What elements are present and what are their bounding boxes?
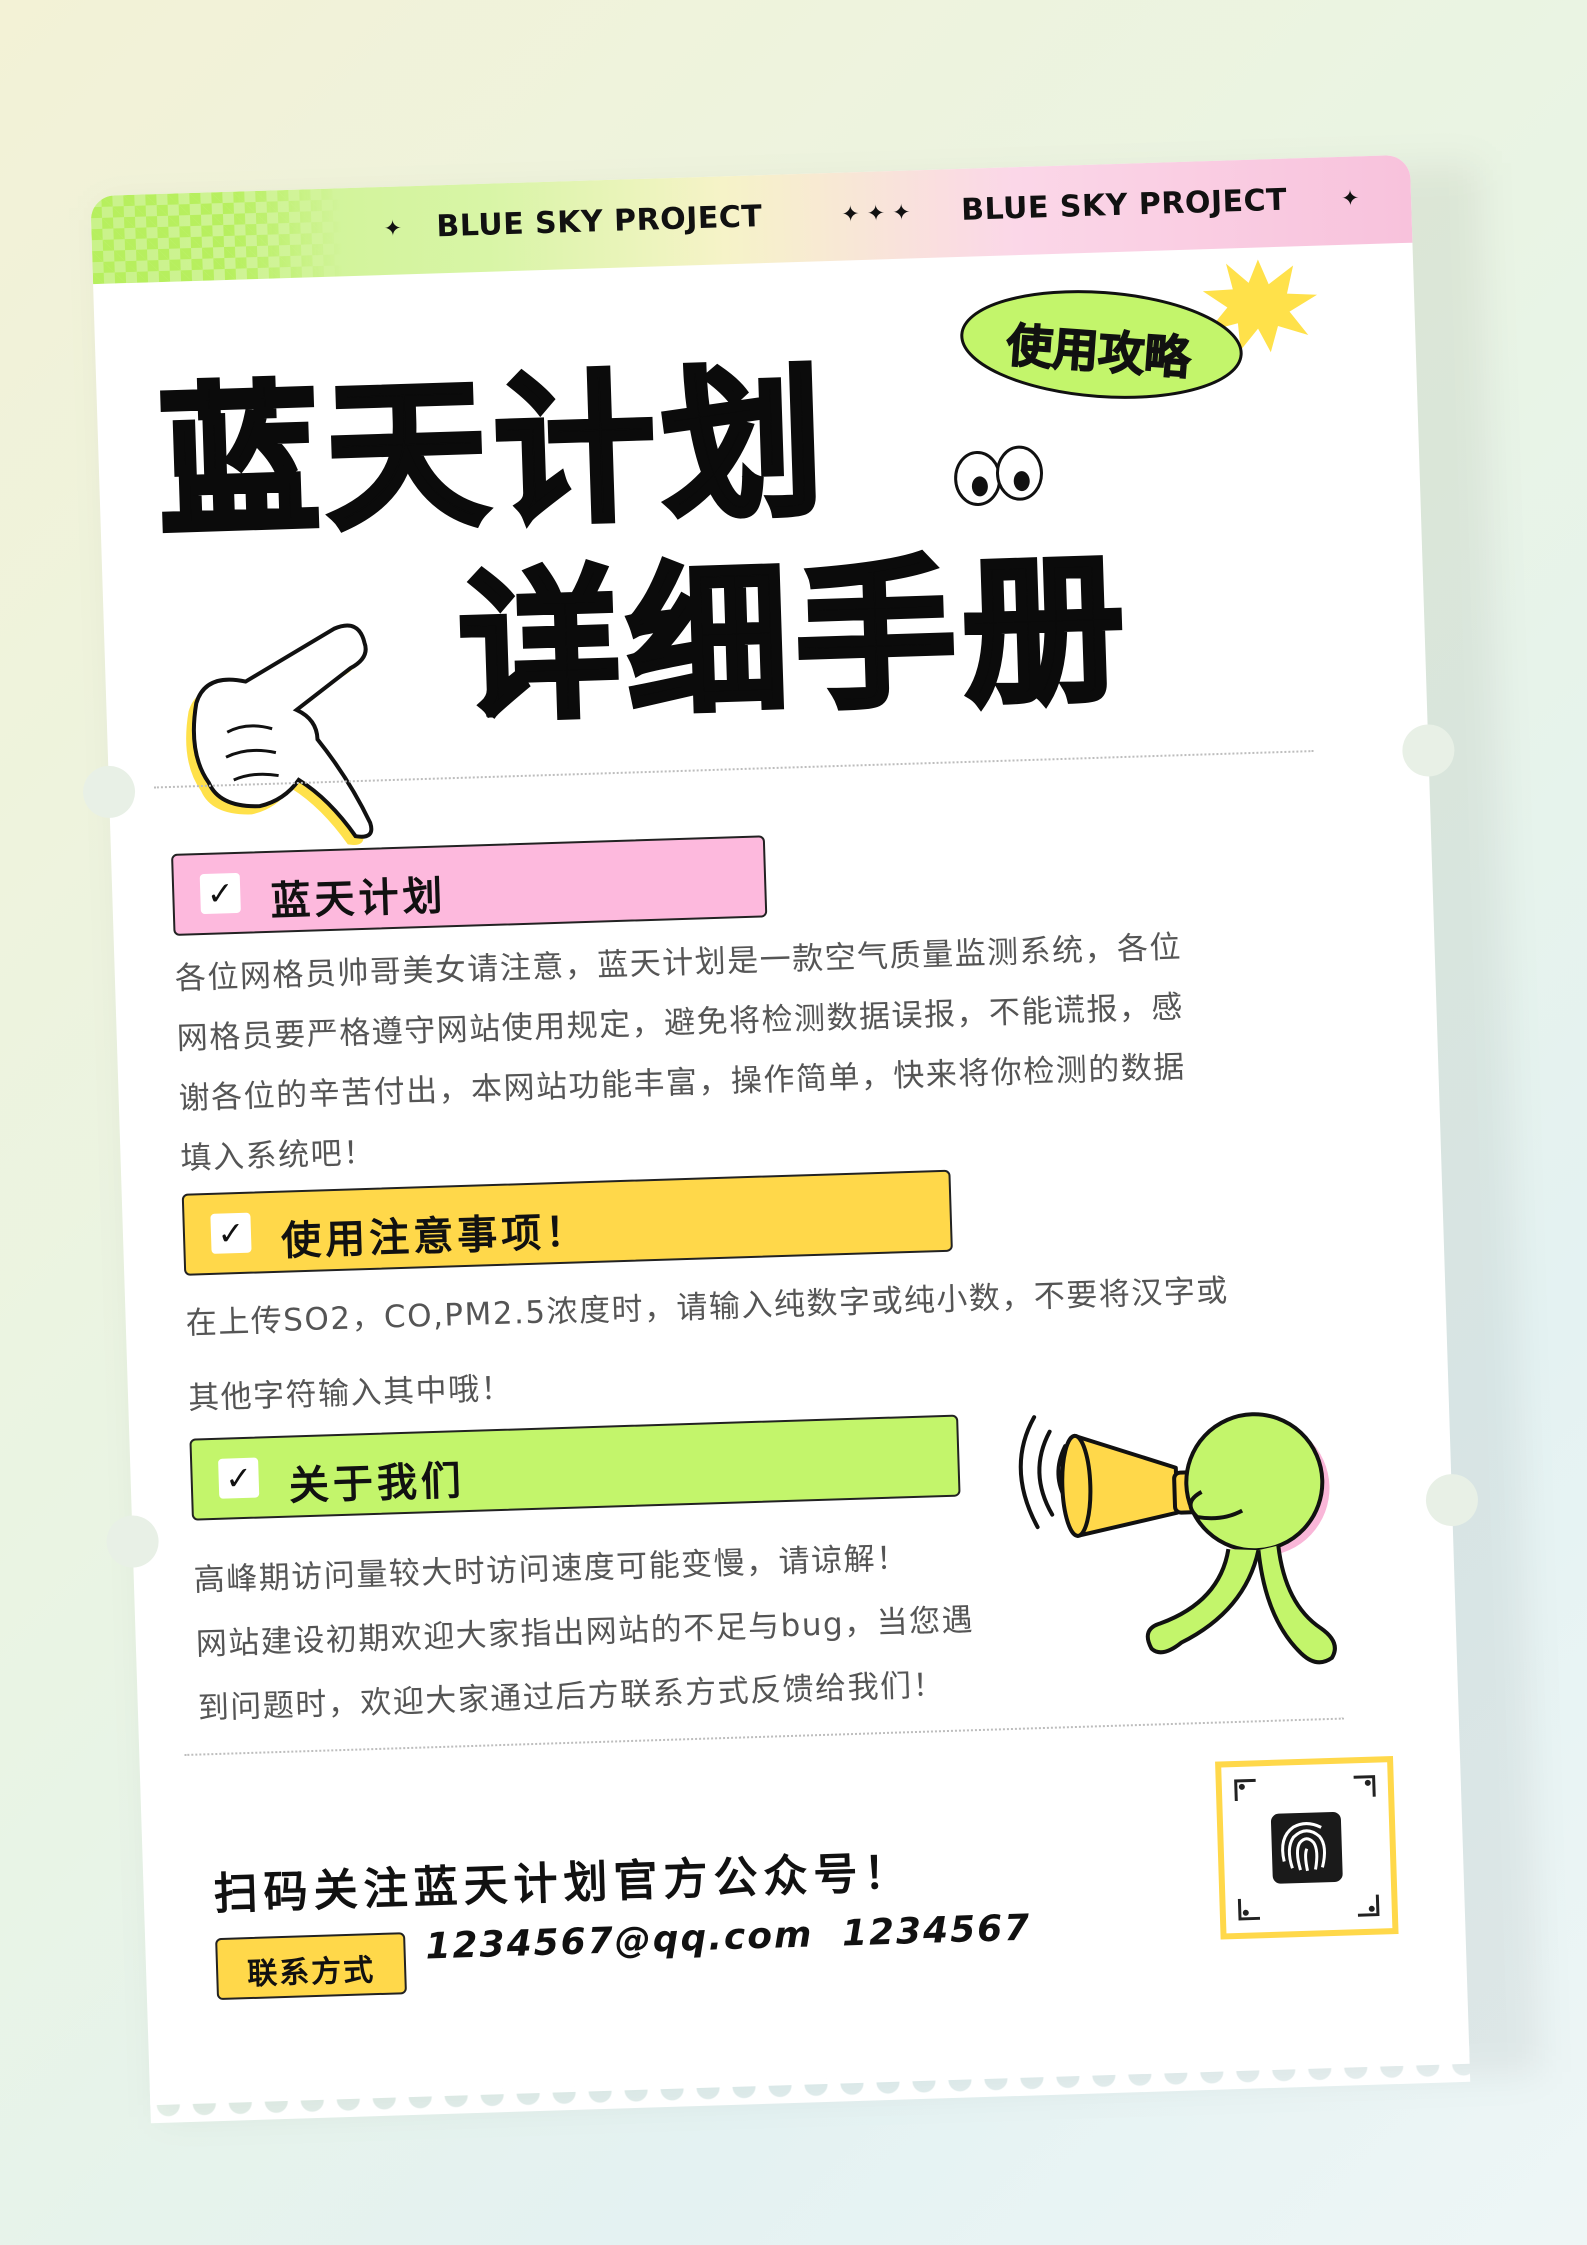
perforated-edge (149, 2045, 1471, 2124)
check-icon: ✓ (199, 872, 241, 915)
contact-info: 1234567@qq.com 1234567 (424, 1907, 1032, 1968)
section-title: 蓝天计划 (269, 873, 448, 925)
eyes-icon (954, 445, 1043, 506)
title-line2: 详细手册 (454, 532, 1138, 746)
qr-follow-text: 扫码关注蓝天计划官方公众号！ (212, 1847, 915, 1921)
contact-label: 联系方式 (246, 1953, 376, 1993)
section-body-about: 高峰期访问量较大时访问速度可能变慢，请谅解！ 网站建设初期欢迎大家指出网站的不足… (193, 1524, 977, 1740)
sparkle-icon: ✦ ✦ ✦ (840, 200, 911, 228)
section-body-blue-sky: 各位网格员帅哥美女请注意，蓝天计划是一款空气质量监测系统，各位 网格员要严格遵守… (174, 917, 1189, 1189)
qr-code[interactable] (1215, 1756, 1399, 1940)
title-line1: 蓝天计划 (153, 346, 837, 560)
fingerprint-icon (1234, 1775, 1380, 1921)
starburst-icon (1202, 259, 1318, 353)
ticket-notch (105, 1514, 160, 1569)
check-icon: ✓ (218, 1457, 260, 1499)
section-header-blue-sky: ✓ 蓝天计划 (171, 835, 768, 936)
ticket-notch (82, 765, 136, 819)
band-title-left: BLUE SKY PROJECT (435, 199, 763, 245)
poster-card: ✦ BLUE SKY PROJECT ✦ ✦ ✦ BLUE SKY PROJEC… (82, 154, 1479, 2124)
contact-badge: 联系方式 (215, 1932, 407, 2001)
section-title: 使用注意事项！ (280, 1209, 590, 1265)
megaphone-mascot-icon (1018, 1412, 1337, 1665)
check-icon: ✓ (210, 1212, 252, 1254)
pointing-hand-icon (186, 623, 374, 845)
checker-pattern (90, 188, 343, 285)
section-header-about: ✓ 关于我们 (189, 1414, 961, 1521)
section-header-notes: ✓ 使用注意事项！ (181, 1169, 953, 1276)
section-title: 关于我们 (288, 1458, 466, 1510)
band-title-right: BLUE SKY PROJECT (960, 182, 1288, 228)
sparkle-icon: ✦ (383, 216, 403, 243)
sparkle-icon: ✦ (1340, 186, 1360, 212)
badge-usage-guide: 使用攻略 (952, 275, 1256, 414)
